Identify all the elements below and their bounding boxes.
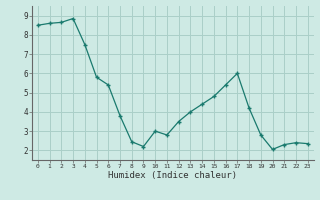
X-axis label: Humidex (Indice chaleur): Humidex (Indice chaleur) [108, 171, 237, 180]
